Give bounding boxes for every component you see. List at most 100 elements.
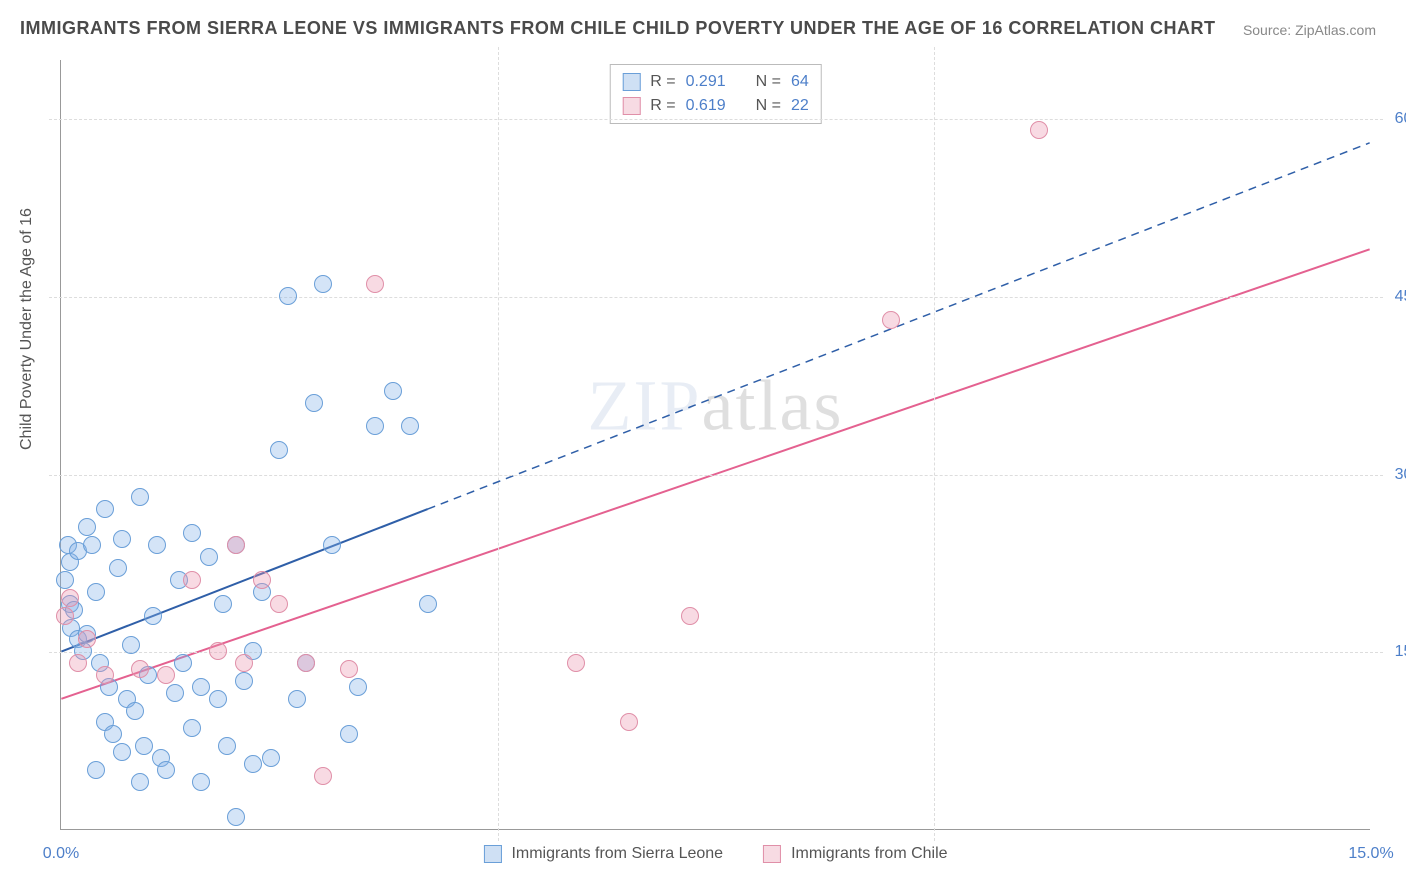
data-point <box>87 583 105 601</box>
data-point <box>192 678 210 696</box>
data-point <box>340 660 358 678</box>
legend-series-item: Immigrants from Sierra Leone <box>483 845 723 863</box>
legend-series: Immigrants from Sierra Leone Immigrants f… <box>483 845 947 863</box>
data-point <box>288 690 306 708</box>
watermark: ZIPatlas <box>588 365 844 448</box>
data-point <box>244 755 262 773</box>
data-point <box>314 275 332 293</box>
legend-stat-row: R =0.619N =22 <box>622 94 809 118</box>
y-tick-label: 30.0% <box>1380 466 1406 484</box>
legend-n-value: 22 <box>791 94 809 118</box>
data-point <box>135 737 153 755</box>
data-point <box>113 530 131 548</box>
legend-n-label: N = <box>756 94 781 118</box>
grid-line-h <box>49 119 1383 120</box>
legend-series-label: Immigrants from Chile <box>791 845 947 863</box>
legend-stats: R = 0.291 N = 64R = 0.619 N = 22 <box>609 64 822 124</box>
legend-swatch <box>622 97 640 115</box>
data-point <box>122 636 140 654</box>
data-point <box>144 607 162 625</box>
x-tick-label: 15.0% <box>1348 845 1393 863</box>
plot-area: ZIPatlas R =0.291N =64R =0.619N =22 Immi… <box>60 60 1370 830</box>
legend-swatch <box>483 845 501 863</box>
data-point <box>214 595 232 613</box>
data-point <box>126 702 144 720</box>
data-point <box>183 719 201 737</box>
data-point <box>148 536 166 554</box>
data-point <box>1030 121 1048 139</box>
data-point <box>56 607 74 625</box>
data-point <box>174 654 192 672</box>
y-tick-label: 15.0% <box>1380 643 1406 661</box>
data-point <box>384 382 402 400</box>
data-point <box>166 684 184 702</box>
data-point <box>882 311 900 329</box>
data-point <box>69 654 87 672</box>
grid-line-h <box>49 297 1383 298</box>
data-point <box>131 660 149 678</box>
data-point <box>157 666 175 684</box>
data-point <box>681 607 699 625</box>
legend-r-value: 0.291 <box>686 70 726 94</box>
grid-line-v <box>934 47 935 841</box>
data-point <box>113 743 131 761</box>
legend-swatch <box>622 73 640 91</box>
grid-line-h <box>49 475 1383 476</box>
data-point <box>401 417 419 435</box>
data-point <box>96 666 114 684</box>
legend-n-value: 64 <box>791 70 809 94</box>
data-point <box>87 761 105 779</box>
data-point <box>227 536 245 554</box>
legend-series-item: Immigrants from Chile <box>763 845 947 863</box>
data-point <box>209 690 227 708</box>
data-point <box>340 725 358 743</box>
y-axis-label: Child Poverty Under the Age of 16 <box>18 208 36 450</box>
data-point <box>305 394 323 412</box>
data-point <box>270 441 288 459</box>
y-tick-label: 45.0% <box>1380 288 1406 306</box>
data-point <box>96 500 114 518</box>
legend-r-label: R = <box>650 70 675 94</box>
data-point <box>131 773 149 791</box>
data-point <box>262 749 280 767</box>
data-point <box>192 773 210 791</box>
data-point <box>183 524 201 542</box>
data-point <box>567 654 585 672</box>
source-label: Source: ZipAtlas.com <box>1243 22 1376 38</box>
data-point <box>183 571 201 589</box>
data-point <box>56 571 74 589</box>
data-point <box>218 737 236 755</box>
data-point <box>349 678 367 696</box>
data-point <box>366 275 384 293</box>
trend-lines <box>61 60 1370 829</box>
data-point <box>314 767 332 785</box>
data-point <box>209 642 227 660</box>
chart-title: IMMIGRANTS FROM SIERRA LEONE VS IMMIGRAN… <box>20 18 1216 39</box>
data-point <box>253 571 271 589</box>
data-point <box>78 630 96 648</box>
data-point <box>109 559 127 577</box>
data-point <box>297 654 315 672</box>
data-point <box>227 808 245 826</box>
data-point <box>279 287 297 305</box>
legend-stat-row: R = 0.291 N = 64 <box>622 70 809 94</box>
data-point <box>83 536 101 554</box>
data-point <box>235 654 253 672</box>
data-point <box>61 589 79 607</box>
data-point <box>620 713 638 731</box>
data-point <box>366 417 384 435</box>
y-tick-label: 60.0% <box>1380 110 1406 128</box>
data-point <box>270 595 288 613</box>
legend-r-value: 0.619 <box>686 94 726 118</box>
x-tick-label: 0.0% <box>43 845 79 863</box>
data-point <box>104 725 122 743</box>
legend-swatch <box>763 845 781 863</box>
data-point <box>323 536 341 554</box>
legend-n-label: N = <box>756 70 781 94</box>
data-point <box>200 548 218 566</box>
grid-line-v <box>498 47 499 841</box>
legend-series-label: Immigrants from Sierra Leone <box>511 845 723 863</box>
data-point <box>157 761 175 779</box>
data-point <box>131 488 149 506</box>
data-point <box>235 672 253 690</box>
